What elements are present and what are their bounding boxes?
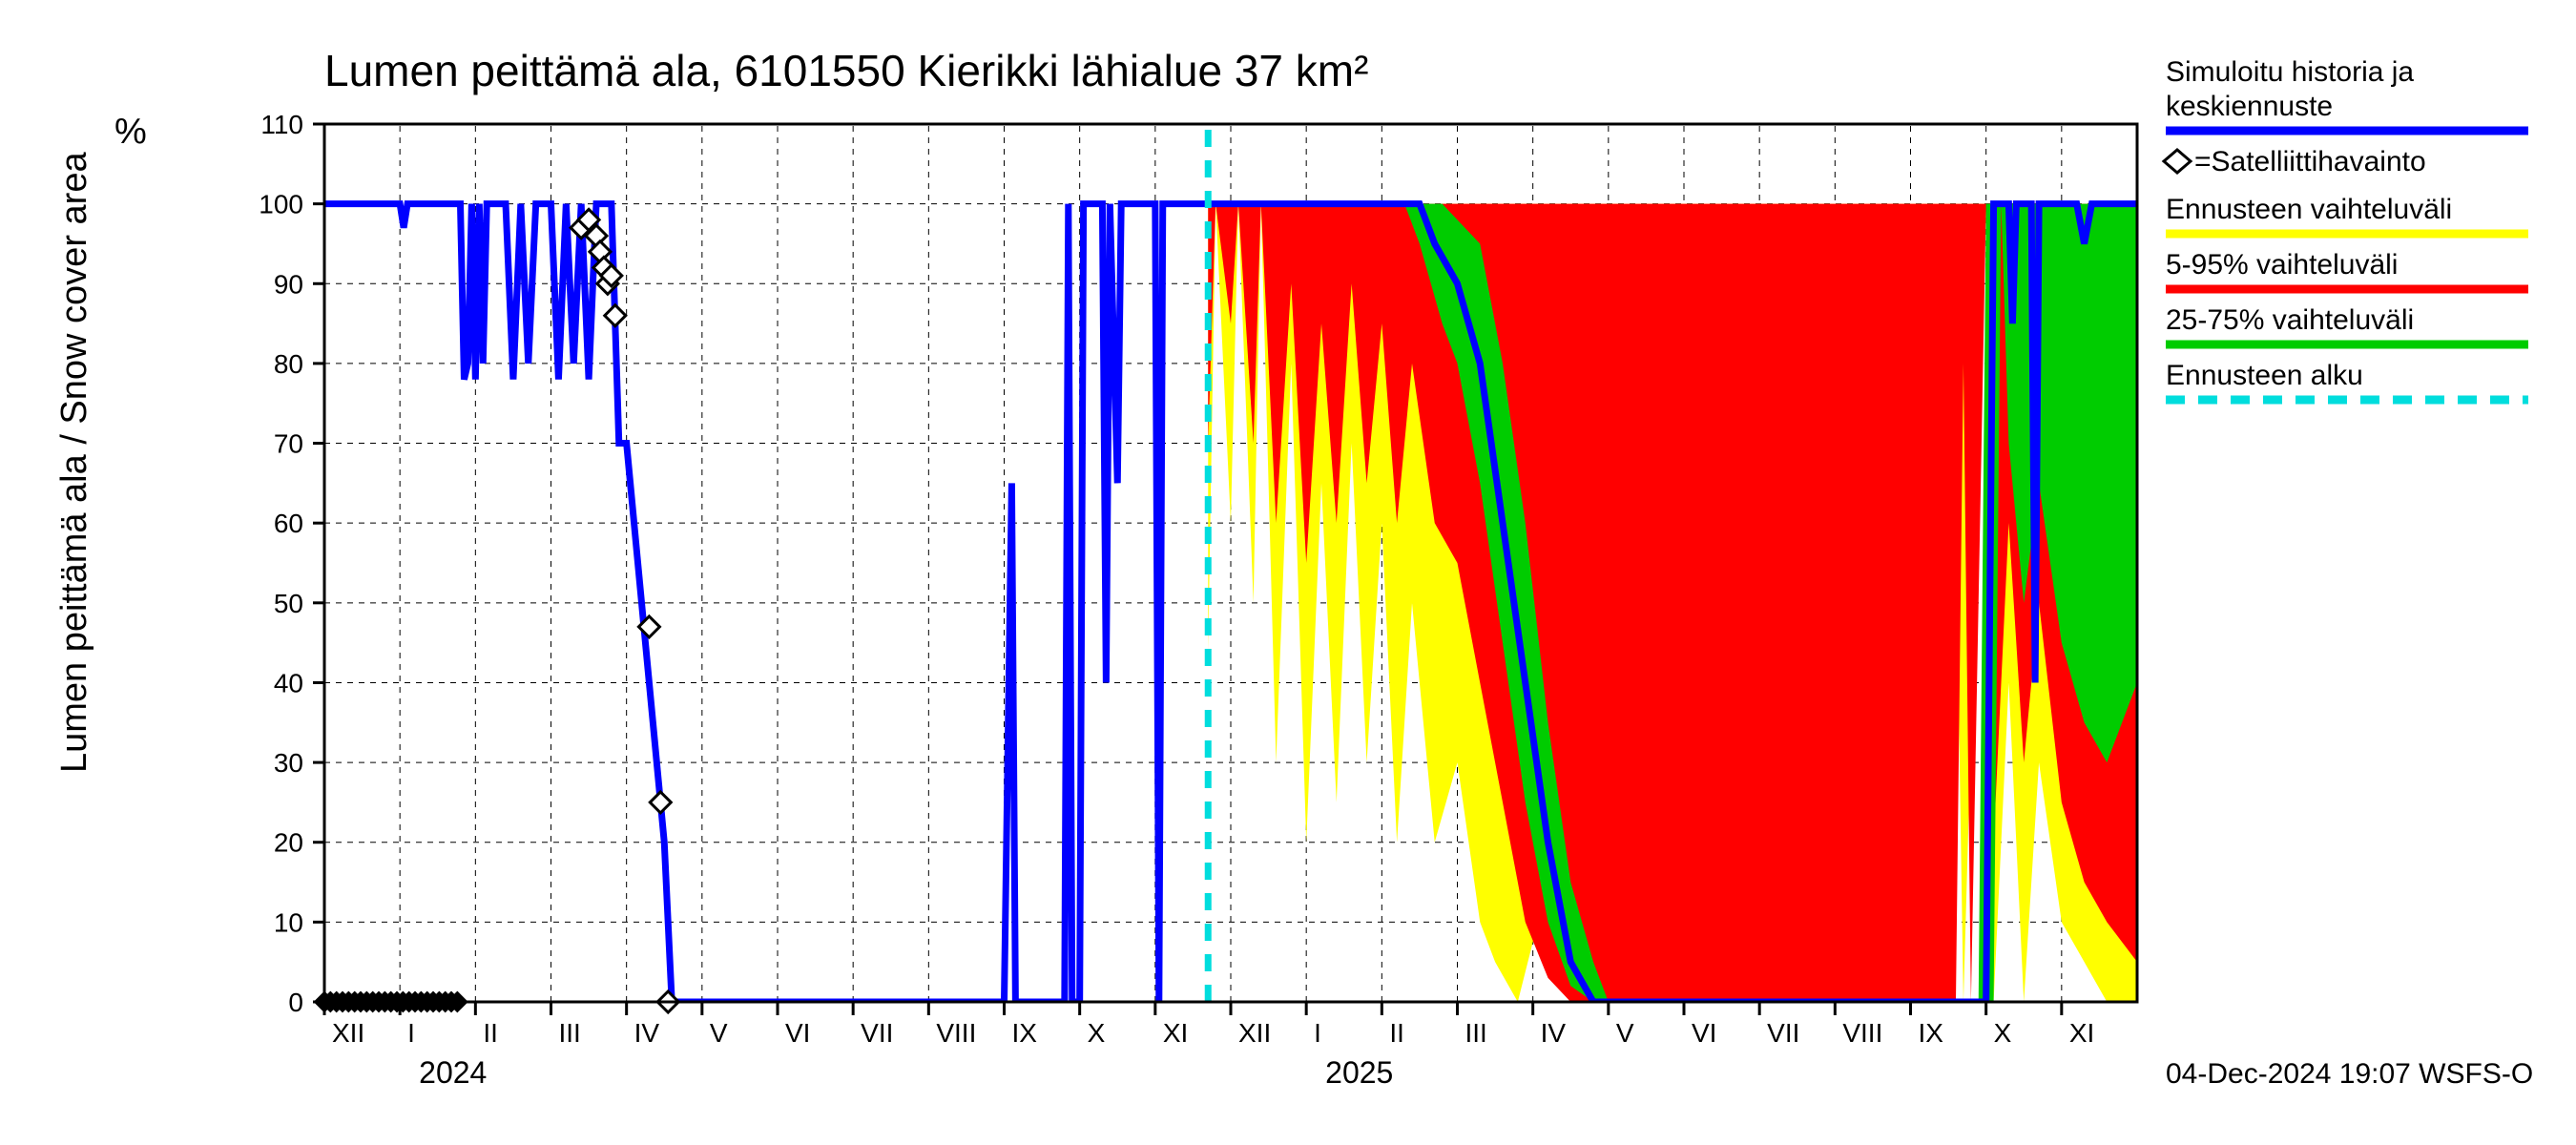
xtick-label: IX (1919, 1018, 1944, 1048)
xtick-label: VII (1767, 1018, 1799, 1048)
xtick-label: II (1389, 1018, 1404, 1048)
legend-sim-1: Simuloitu historia ja (2166, 56, 2414, 88)
xtick-label: IV (1541, 1018, 1567, 1048)
xtick-label: V (1616, 1018, 1634, 1048)
xtick-label: VII (861, 1018, 893, 1048)
ytick-label: 10 (274, 907, 303, 937)
xtick-label: XI (2069, 1018, 2094, 1048)
xtick-label: III (559, 1018, 581, 1048)
xtick-label: III (1465, 1018, 1487, 1048)
ytick-label: 50 (274, 589, 303, 618)
ytick-label: 20 (274, 828, 303, 858)
xtick-label: X (1088, 1018, 1106, 1048)
chart-container: 0102030405060708090100110XIIIIIIIIIVVVIV… (0, 0, 2576, 1145)
xtick-label: VIII (936, 1018, 976, 1048)
xtick-label: XI (1163, 1018, 1188, 1048)
ytick-label: 80 (274, 349, 303, 379)
xtick-label: V (710, 1018, 728, 1048)
footer-text: 04-Dec-2024 19:07 WSFS-O (2166, 1058, 2533, 1090)
legend-satellite: =Satelliittihavainto (2194, 146, 2426, 177)
legend-forecast-start: Ennusteen alku (2166, 360, 2363, 391)
xtick-label: IX (1012, 1018, 1038, 1048)
xtick-label: I (1314, 1018, 1321, 1048)
xtick-label: XII (1238, 1018, 1271, 1048)
xtick-label: VIII (1842, 1018, 1882, 1048)
chart-title: Lumen peittämä ala, 6101550 Kierikki läh… (324, 46, 1368, 95)
ytick-label: 110 (260, 110, 303, 139)
xtick-label: X (1994, 1018, 2012, 1048)
xtick-label: VI (785, 1018, 810, 1048)
ytick-label: 40 (274, 668, 303, 697)
year-label: 2024 (419, 1055, 487, 1090)
ytick-label: 60 (274, 509, 303, 538)
ytick-label: 100 (259, 190, 303, 219)
ytick-label: 0 (288, 988, 303, 1017)
xtick-label: II (483, 1018, 498, 1048)
y-unit: % (114, 112, 147, 152)
legend-5-95: 5-95% vaihteluväli (2166, 249, 2398, 281)
legend-25-75: 25-75% vaihteluväli (2166, 304, 2414, 336)
ytick-label: 90 (274, 269, 303, 299)
xtick-label: VI (1692, 1018, 1716, 1048)
ytick-label: 70 (274, 429, 303, 459)
legend-sim-2: keskiennuste (2166, 91, 2333, 122)
xtick-label: IV (634, 1018, 660, 1048)
year-label: 2025 (1325, 1055, 1393, 1090)
chart-svg: 0102030405060708090100110XIIIIIIIIIVVVIV… (0, 0, 2576, 1145)
legend-forecast-range: Ennusteen vaihteluväli (2166, 194, 2452, 225)
xtick-label: XII (332, 1018, 364, 1048)
y-axis-label: Lumen peittämä ala / Snow cover area (54, 152, 94, 773)
xtick-label: I (407, 1018, 415, 1048)
ytick-label: 30 (274, 748, 303, 778)
